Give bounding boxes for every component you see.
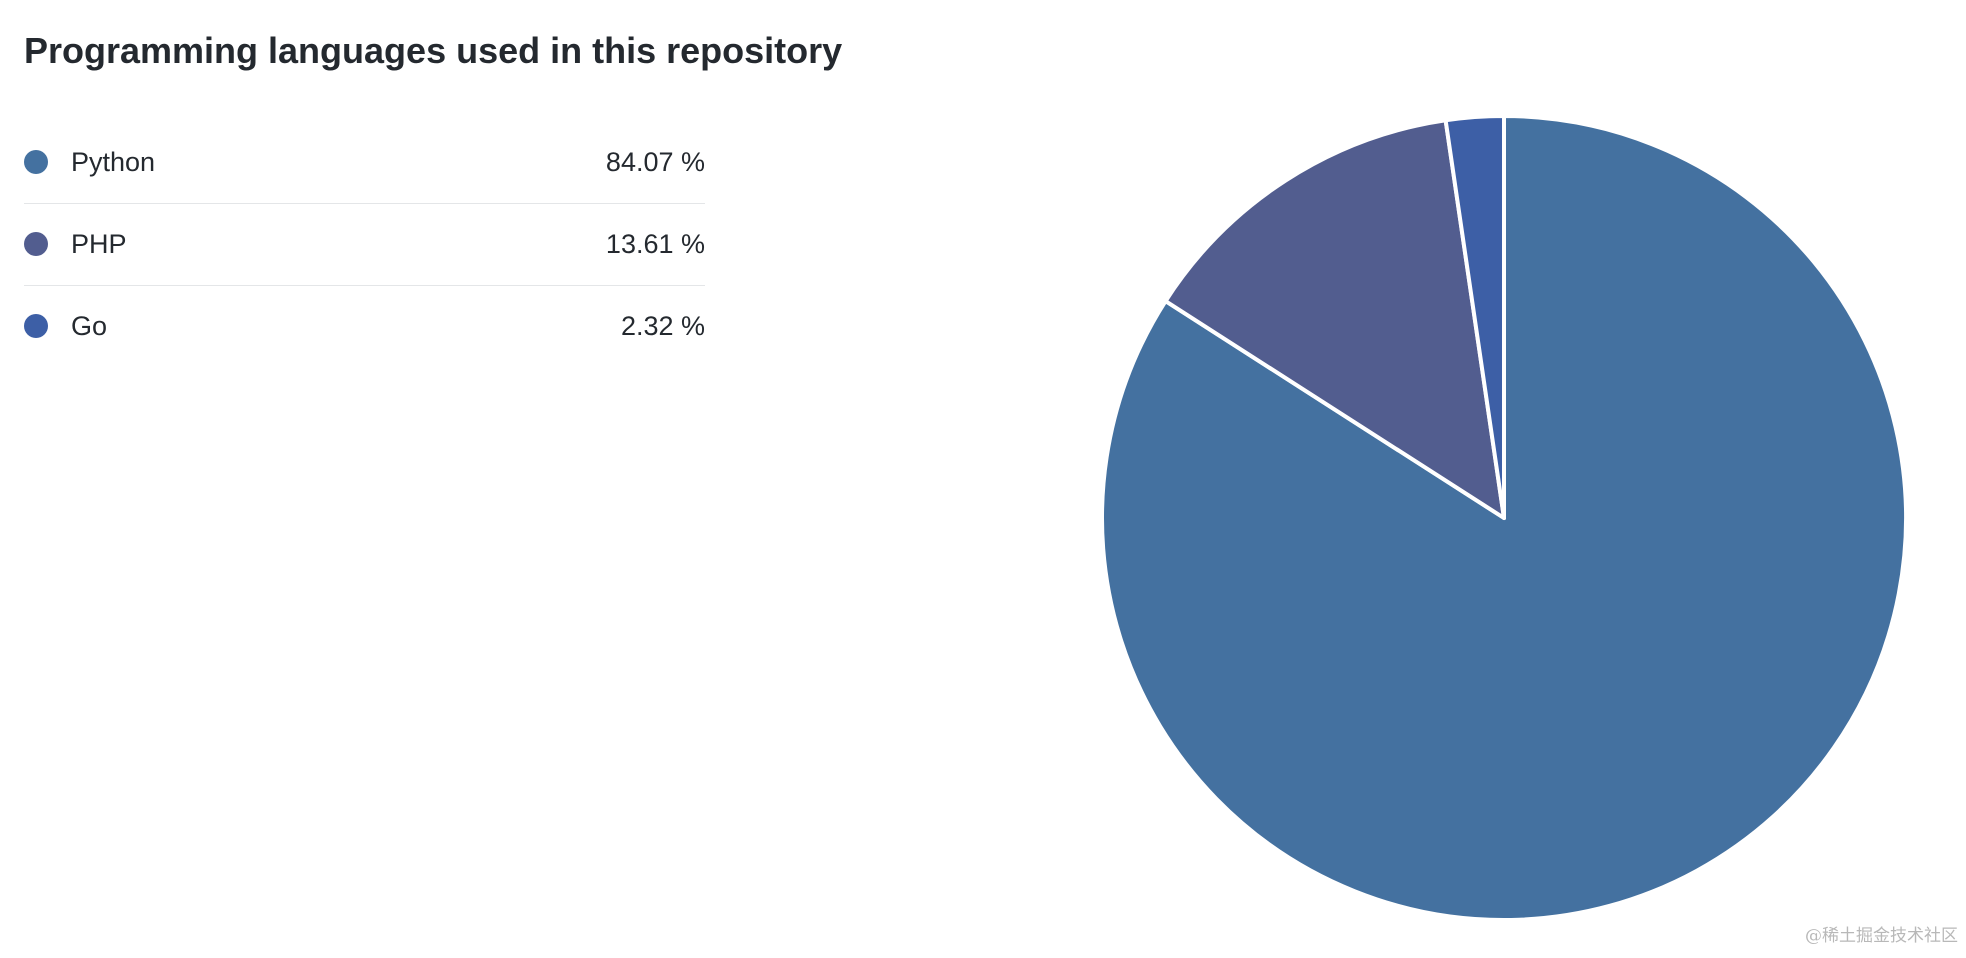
- legend-label-python: Python: [71, 147, 156, 177]
- legend-swatch-python: [24, 150, 48, 174]
- pie-slices: [1100, 114, 1908, 922]
- legend-value-php: 13.61 %: [605, 229, 705, 259]
- chart-legend: Python 84.07 % PHP 13.61 % Go 2.32 %: [24, 122, 705, 368]
- legend-value-go: 2.32 %: [620, 311, 705, 341]
- pie-slice-php: [1163, 118, 1506, 520]
- pie-slice-go: [1443, 114, 1506, 520]
- pie-chart: [1100, 114, 1908, 922]
- watermark: @稀土掘金技术社区: [1805, 926, 1958, 946]
- legend-item-python: Python 84.07 %: [24, 122, 705, 204]
- legend-item-php: PHP 13.61 %: [24, 204, 705, 286]
- legend-value-python: 84.07 %: [605, 147, 705, 177]
- legend-item-go: Go 2.32 %: [24, 286, 705, 368]
- legend-swatch-php: [24, 232, 48, 256]
- chart-title: Programming languages used in this repos…: [24, 30, 843, 71]
- legend-label-php: PHP: [71, 229, 127, 259]
- legend-swatch-go: [24, 314, 48, 338]
- legend-label-go: Go: [71, 311, 108, 341]
